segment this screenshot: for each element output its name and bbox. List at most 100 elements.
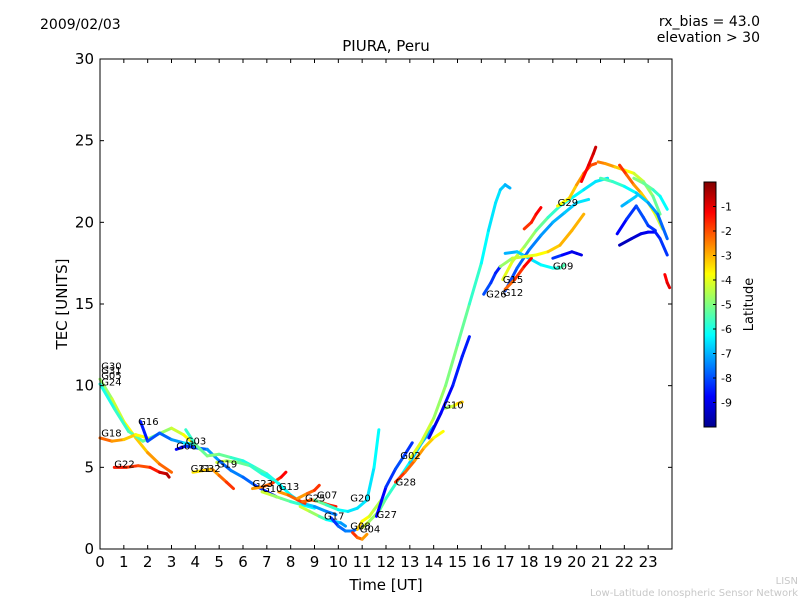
satellite-label: G10	[262, 484, 282, 495]
colorbar-tick-label: -9	[721, 397, 732, 410]
satellite-label: G32	[200, 464, 220, 475]
satellite-label: G18	[101, 428, 121, 439]
satellite-label: G19	[217, 459, 237, 470]
track-segment	[632, 176, 645, 185]
satellite-label: G05	[101, 371, 121, 382]
track-segment	[346, 506, 359, 513]
track-segment	[210, 467, 221, 477]
track-segment	[618, 163, 629, 177]
credit-lisn: LISN	[775, 576, 798, 587]
x-axis-label: Time [UT]	[348, 576, 422, 594]
track-segment	[301, 498, 314, 504]
track-segment	[394, 470, 407, 484]
x-tick-label: 5	[214, 553, 224, 571]
track-segment	[503, 250, 519, 255]
track-segment	[522, 220, 533, 231]
x-axis-ticks: 0 1 2 3 4 5 6 7 8 9 10 11 12 13 14 15 16 17 18 19 20 21 22 23	[95, 59, 658, 571]
track-segment	[136, 464, 152, 469]
track-segment	[551, 253, 564, 260]
satellite-label: G20	[350, 494, 370, 505]
track-segment	[556, 196, 572, 208]
track-segment	[224, 480, 235, 491]
track-segment	[522, 253, 538, 259]
satellite-label: G25	[305, 494, 325, 505]
track-segment	[403, 459, 417, 474]
track-segment	[513, 264, 526, 281]
y-tick-label: 20	[75, 213, 94, 231]
satellite-label: G23	[253, 479, 273, 490]
track-segment	[394, 452, 407, 471]
satellite-track	[427, 335, 471, 440]
satellite-track	[112, 464, 171, 479]
track-segment	[217, 459, 233, 473]
track-segment	[98, 382, 116, 411]
track-segment	[515, 248, 531, 270]
colorbar-tick-label: -3	[721, 250, 732, 263]
colorbar-tick-label: -5	[721, 299, 732, 312]
data-layer	[98, 145, 672, 541]
track-segment	[625, 173, 636, 187]
track-segment	[641, 181, 655, 192]
y-axis-ticks: 0 5 10 15 20 25 30	[75, 50, 672, 558]
satellite-track	[139, 420, 197, 446]
satellite-label: G10	[443, 401, 463, 412]
track-segment	[301, 503, 316, 510]
track-segment	[546, 204, 562, 219]
satellite-track	[620, 194, 638, 208]
satellite-label: G04	[360, 525, 380, 536]
track-segment	[560, 250, 574, 257]
track-segment	[336, 508, 350, 513]
satellite-track	[618, 230, 669, 257]
track-segment	[279, 470, 288, 479]
track-segment	[313, 498, 328, 507]
y-tick-label: 5	[84, 458, 94, 476]
y-tick-label: 15	[75, 295, 94, 313]
track-segment	[632, 171, 645, 183]
track-segment	[324, 509, 338, 517]
satellite-label: G06	[176, 441, 196, 452]
track-segment	[589, 162, 598, 167]
satellite-track	[551, 250, 583, 260]
track-segment	[651, 188, 662, 198]
x-tick-label: 16	[472, 553, 491, 571]
track-segment	[146, 431, 162, 443]
x-tick-label: 8	[286, 553, 296, 571]
track-segment	[277, 490, 290, 497]
track-segment	[127, 429, 145, 443]
x-tick-label: 18	[519, 553, 538, 571]
satellite-track	[596, 160, 662, 216]
track-segment	[634, 204, 645, 219]
track-segment	[632, 183, 643, 195]
track-segment	[403, 441, 414, 456]
track-segment	[365, 465, 376, 502]
satellite-label: G26	[486, 289, 506, 300]
track-segment	[539, 263, 555, 270]
track-segment	[236, 460, 252, 468]
track-segment	[603, 162, 617, 169]
track-segment	[456, 400, 464, 406]
track-segment	[355, 519, 364, 531]
satellite-label: G27	[376, 510, 396, 521]
satellite-label: G24	[101, 378, 121, 389]
track-segment	[646, 224, 657, 232]
x-tick-label: 11	[353, 553, 372, 571]
track-segment	[98, 436, 114, 443]
track-segment	[665, 281, 672, 290]
satellite-track	[98, 377, 173, 474]
track-segment	[241, 475, 257, 487]
track-segment	[579, 163, 591, 183]
track-segment	[260, 490, 274, 497]
satellite-track	[313, 428, 381, 513]
track-segment	[413, 446, 426, 463]
chart-title: PIURA, Peru	[342, 37, 430, 55]
track-segment	[139, 420, 150, 443]
track-segment	[658, 194, 669, 211]
x-tick-label: 14	[424, 553, 443, 571]
track-segment	[522, 256, 533, 268]
x-tick-label: 1	[119, 553, 129, 571]
x-tick-label: 10	[329, 553, 348, 571]
track-segment	[622, 184, 638, 195]
track-segment	[420, 416, 436, 443]
track-segment	[501, 260, 514, 281]
x-tick-label: 23	[639, 553, 658, 571]
